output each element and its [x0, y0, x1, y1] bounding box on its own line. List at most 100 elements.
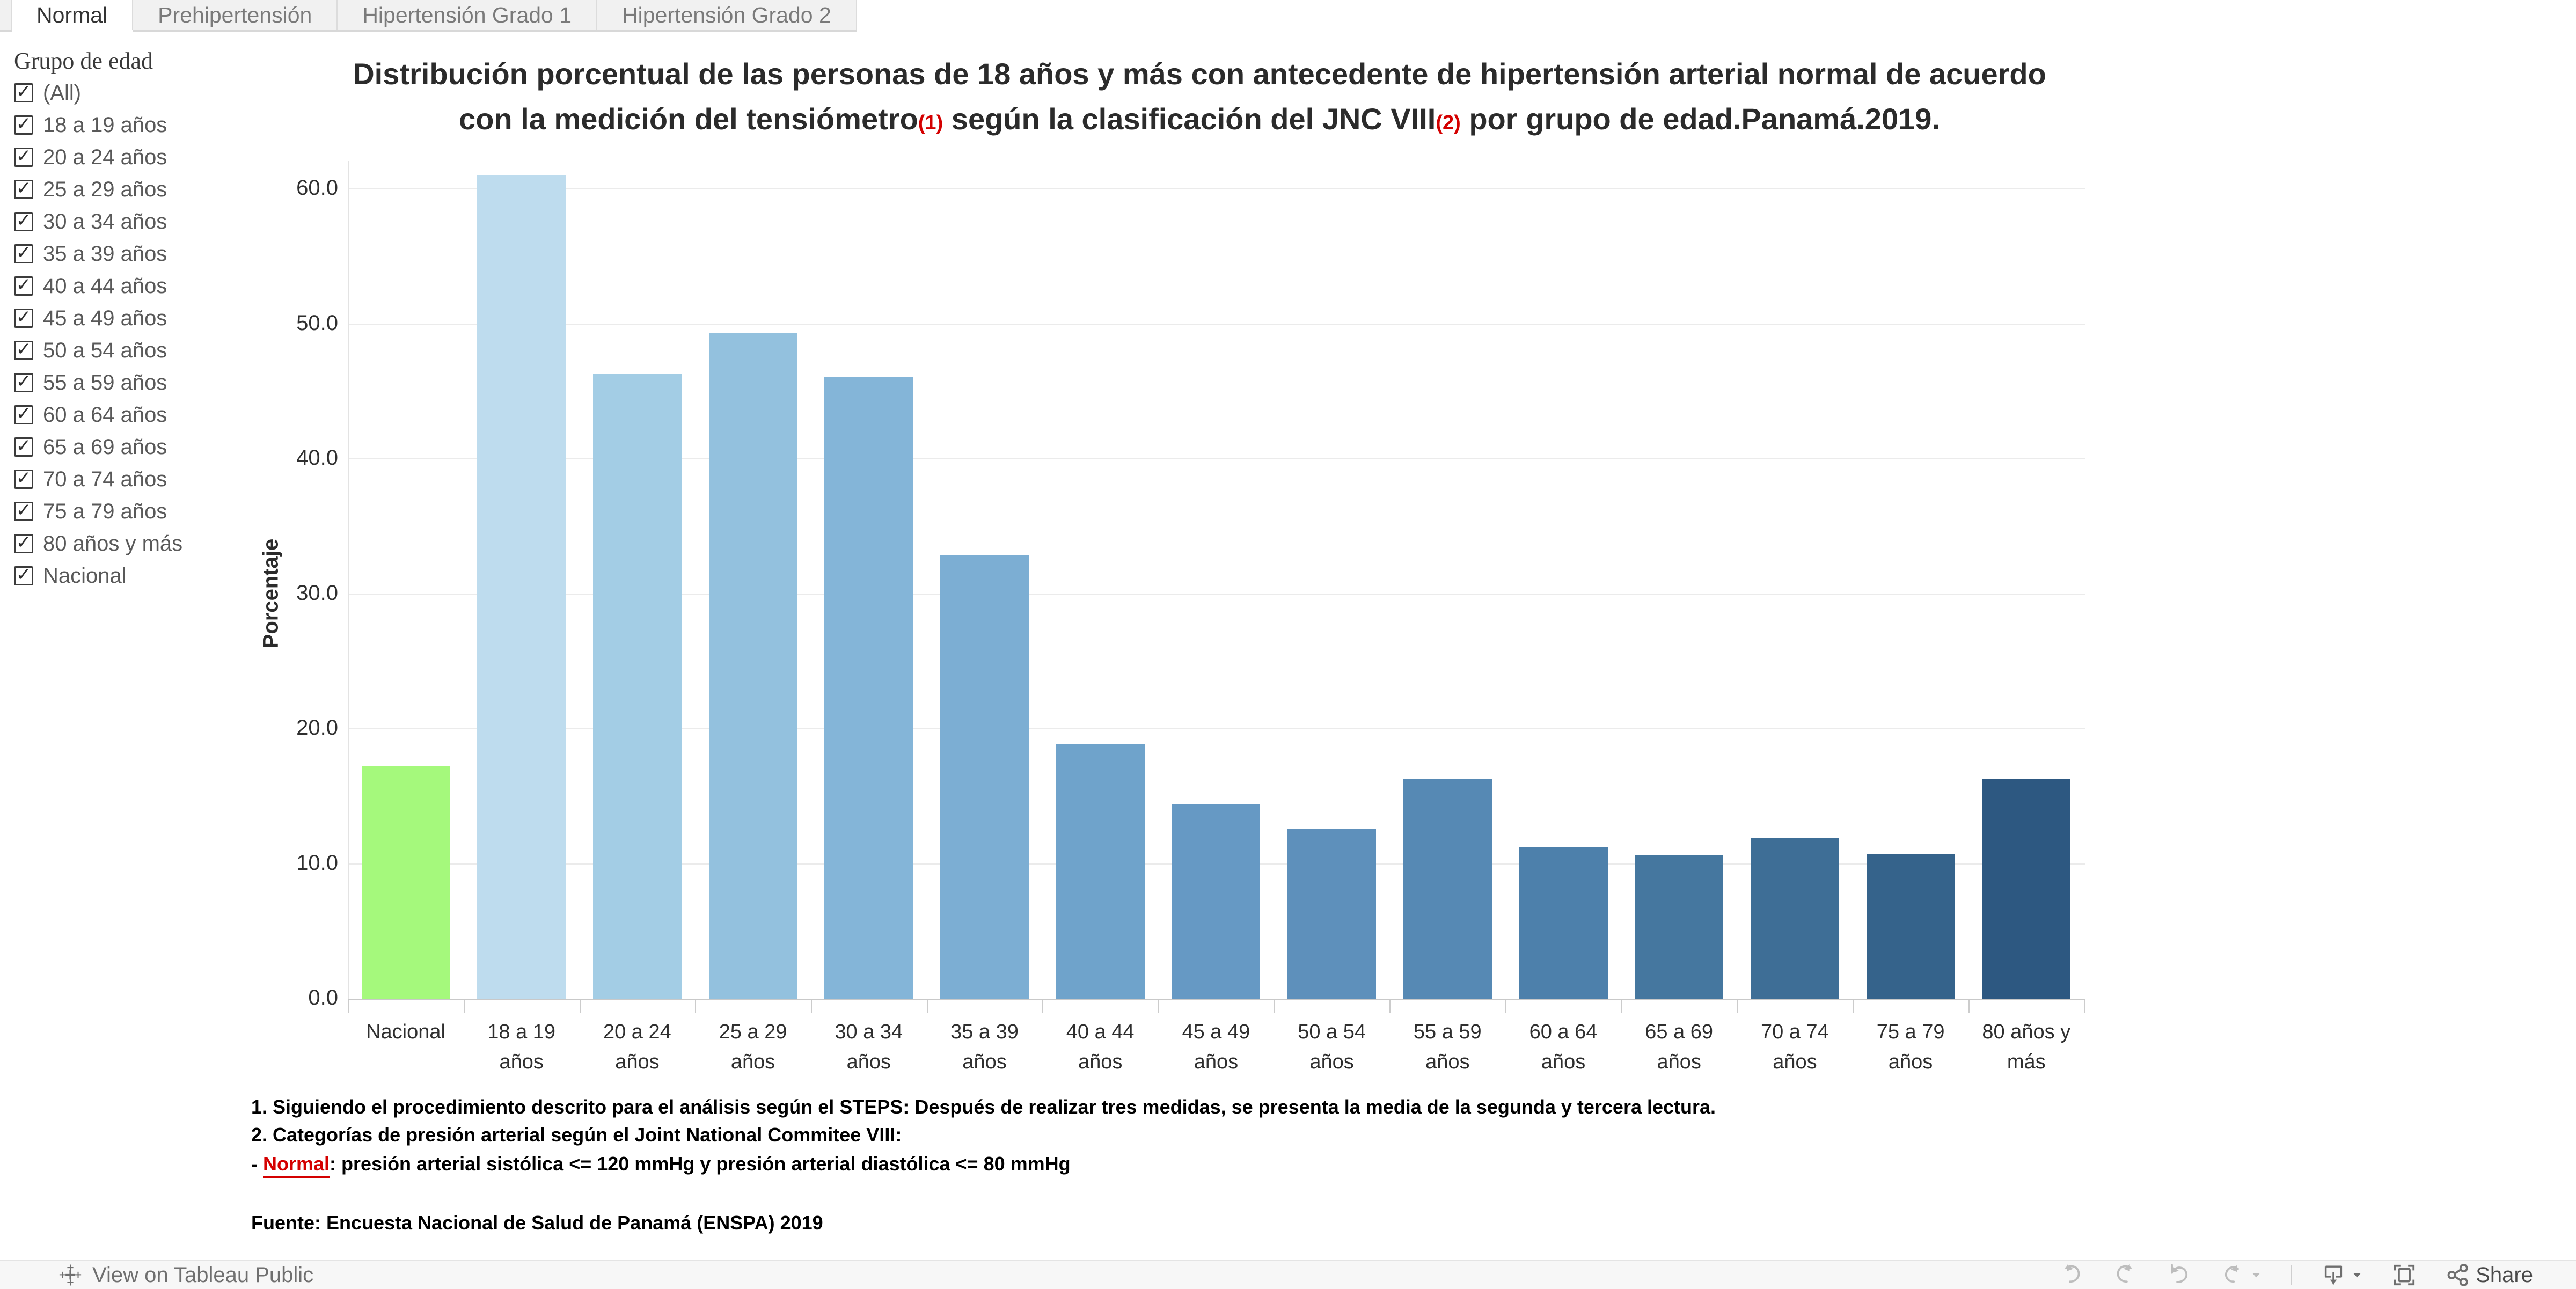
checkbox-checked-icon[interactable]: ✓: [14, 501, 33, 521]
age-group-filter-panel: Grupo de edad ✓ (All) ✓ 18 a 19 años ✓ 20 a 2…: [0, 43, 185, 588]
sidebar-item-all[interactable]: ✓ (All): [14, 77, 81, 109]
toolbar-divider: [2291, 1265, 2293, 1285]
toolbar-actions: Share: [2059, 1263, 2576, 1287]
bar-60-a-64-a-os[interactable]: [1519, 847, 1608, 999]
sidebar-item-65-a-69-a-os[interactable]: ✓ 65 a 69 años: [14, 431, 167, 463]
refresh-icon[interactable]: [2220, 1263, 2245, 1287]
x-tick-label-50-a-54-a-os: 50 a 54 años: [1298, 1021, 1366, 1073]
bar-35-a-39-a-os[interactable]: [940, 554, 1029, 999]
share-button[interactable]: Share: [2446, 1263, 2533, 1287]
x-axis-tick: [1968, 1000, 1970, 1013]
checkbox-checked-icon[interactable]: ✓: [14, 276, 33, 296]
x-tick-label-70-a-74-a-os: 70 a 74 años: [1760, 1021, 1829, 1073]
tab-prehipertensi-n[interactable]: Prehipertensión: [133, 0, 338, 30]
bar-40-a-44-a-os[interactable]: [1056, 743, 1145, 999]
x-tick-label-65-a-69-a-os: 65 a 69 años: [1645, 1021, 1714, 1073]
checkbox-checked-icon[interactable]: ✓: [14, 211, 33, 231]
reset-icon[interactable]: [2167, 1263, 2191, 1287]
sidebar-item-label: 55 a 59 años: [43, 370, 167, 394]
checkbox-checked-icon[interactable]: ✓: [14, 469, 33, 489]
bar-45-a-49-a-os[interactable]: [1172, 804, 1261, 999]
checkbox-checked-icon[interactable]: ✓: [14, 533, 33, 553]
caret-down-icon: [2353, 1273, 2361, 1278]
caret-down-icon: [2252, 1273, 2260, 1278]
sidebar-item-80-a-os-y-m-s[interactable]: ✓ 80 años y más: [14, 528, 182, 560]
bar-50-a-54-a-os[interactable]: [1287, 829, 1377, 999]
sidebar-item-50-a-54-a-os[interactable]: ✓ 50 a 54 años: [14, 334, 167, 367]
bar-nacional[interactable]: [361, 766, 450, 999]
checkbox-checked-icon[interactable]: ✓: [14, 405, 33, 424]
sheet-tab-bar: Normal Prehipertensión Hipertensión Grado …: [0, 0, 857, 32]
x-tick-label-18-a-19-a-os: 18 a 19 años: [487, 1021, 556, 1073]
sidebar-item-30-a-34-a-os[interactable]: ✓ 30 a 34 años: [14, 206, 167, 238]
x-axis-tick: [463, 1000, 465, 1013]
view-on-tableau-public[interactable]: View on Tableau Public: [0, 1263, 313, 1287]
x-tick-label-80-a-os-y-m-s: 80 años y más: [1982, 1021, 2071, 1073]
sidebar-item-60-a-64-a-os[interactable]: ✓ 60 a 64 años: [14, 399, 167, 431]
bar-80-a-os-y-m-s[interactable]: [1982, 779, 2071, 999]
sidebar-item-45-a-49-a-os[interactable]: ✓ 45 a 49 años: [14, 302, 167, 334]
sidebar-item-55-a-59-a-os[interactable]: ✓ 55 a 59 años: [14, 367, 167, 399]
y-tick-label: 60.0: [296, 176, 338, 200]
tab-hipertensi-n-grado-1[interactable]: Hipertensión Grado 1: [338, 0, 598, 30]
x-axis-tick: [1505, 1000, 1507, 1013]
sidebar-item-20-a-24-a-os[interactable]: ✓ 20 a 24 años: [14, 141, 167, 173]
tab-hipertensi-n-grado-2[interactable]: Hipertensión Grado 2: [597, 0, 857, 30]
y-tick-label: 50.0: [296, 311, 338, 335]
sidebar-item-label: 35 a 39 años: [43, 241, 167, 266]
redo-icon[interactable]: [2113, 1263, 2138, 1287]
x-axis-tick: [1042, 1000, 1044, 1013]
checkbox-checked-icon[interactable]: ✓: [14, 566, 33, 585]
y-axis-title: Porcentaje: [259, 538, 283, 649]
view-on-tableau-public-label: View on Tableau Public: [92, 1263, 314, 1287]
tab-normal[interactable]: Normal: [12, 0, 134, 30]
share-icon: [2447, 1264, 2468, 1286]
download-icon[interactable]: [2321, 1263, 2346, 1287]
bar-20-a-24-a-os[interactable]: [592, 373, 682, 999]
sidebar-item-label: 18 a 19 años: [43, 113, 167, 137]
refresh-menu[interactable]: [2220, 1263, 2262, 1287]
sidebar-item-label: 40 a 44 años: [43, 274, 167, 298]
checkbox-checked-icon[interactable]: ✓: [14, 308, 33, 328]
footnote-2: 2. Categorías de presión arterial según …: [251, 1124, 902, 1146]
sidebar-item-nacional[interactable]: ✓ Nacional: [14, 560, 127, 592]
bar-75-a-79-a-os[interactable]: [1866, 854, 1955, 999]
checkbox-checked-icon[interactable]: ✓: [14, 147, 33, 167]
x-axis-tick: [1737, 1000, 1738, 1013]
fullscreen-icon[interactable]: [2392, 1263, 2417, 1287]
x-axis-line: [348, 999, 2085, 1000]
sidebar-item-75-a-79-a-os[interactable]: ✓ 75 a 79 años: [14, 495, 167, 528]
chart-title-line2: con la medición del tensiómetro(1) según…: [459, 102, 1940, 136]
sidebar-item-18-a-19-a-os[interactable]: ✓ 18 a 19 años: [14, 109, 167, 141]
checkbox-checked-icon[interactable]: ✓: [14, 115, 33, 135]
x-axis-tick: [1274, 1000, 1275, 1013]
checkbox-checked-icon[interactable]: ✓: [14, 437, 33, 457]
sidebar-item-label: Nacional: [43, 563, 127, 588]
checkbox-checked-icon[interactable]: ✓: [14, 340, 33, 360]
x-axis-tick: [695, 1000, 697, 1013]
y-tick-label: 20.0: [296, 716, 338, 739]
bar-65-a-69-a-os[interactable]: [1635, 855, 1724, 999]
bar-25-a-29-a-os[interactable]: [708, 333, 797, 999]
checkbox-checked-icon[interactable]: ✓: [14, 244, 33, 263]
source-note: Fuente: Encuesta Nacional de Salud de Pa…: [251, 1212, 823, 1234]
bar-70-a-74-a-os[interactable]: [1750, 838, 1839, 999]
sidebar-item-40-a-44-a-os[interactable]: ✓ 40 a 44 años: [14, 270, 167, 302]
x-tick-label-35-a-39-a-os: 35 a 39 años: [950, 1021, 1019, 1073]
checkbox-checked-icon[interactable]: ✓: [14, 372, 33, 392]
bar-30-a-34-a-os[interactable]: [824, 376, 913, 999]
sidebar-item-70-a-74-a-os[interactable]: ✓ 70 a 74 años: [14, 463, 167, 495]
x-axis-tick: [1389, 1000, 1391, 1013]
checkbox-checked-icon[interactable]: ✓: [14, 179, 33, 199]
bar-18-a-19-a-os[interactable]: [477, 175, 566, 999]
x-tick-label-60-a-64-a-os: 60 a 64 años: [1529, 1021, 1598, 1073]
bar-55-a-59-a-os[interactable]: [1403, 779, 1492, 999]
sidebar-item-25-a-29-a-os[interactable]: ✓ 25 a 29 años: [14, 173, 167, 206]
sidebar-item-label: 80 años y más: [43, 531, 183, 555]
checkbox-checked-icon[interactable]: ✓: [14, 83, 33, 102]
sidebar-item-35-a-39-a-os[interactable]: ✓ 35 a 39 años: [14, 238, 167, 270]
download-menu[interactable]: [2321, 1263, 2363, 1287]
undo-icon[interactable]: [2059, 1263, 2084, 1287]
x-tick-label-55-a-59-a-os: 55 a 59 años: [1413, 1021, 1482, 1073]
tableau-logo-icon: [59, 1264, 82, 1286]
